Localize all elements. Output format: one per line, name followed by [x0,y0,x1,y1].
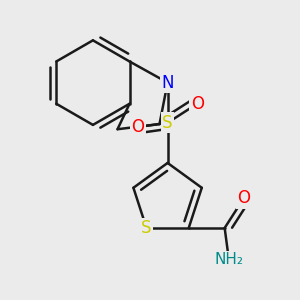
Text: O: O [237,189,250,207]
Text: N: N [161,74,174,92]
Text: O: O [191,95,204,113]
Text: S: S [141,219,152,237]
Text: O: O [131,118,145,136]
Text: NH₂: NH₂ [214,252,243,267]
Text: S: S [162,114,173,132]
